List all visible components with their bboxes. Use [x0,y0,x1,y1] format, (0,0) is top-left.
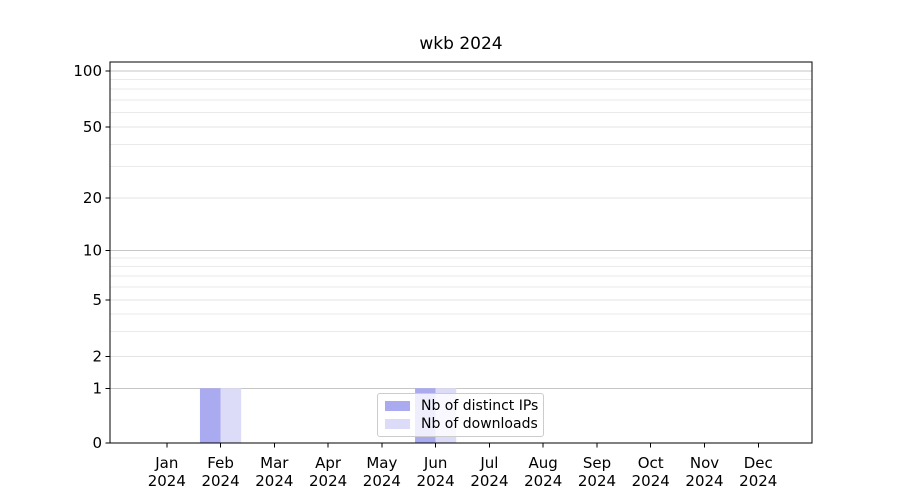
legend-item-downloads: Nb of downloads [385,417,543,431]
x-tick-label-month: May [366,454,397,472]
y-tick-label: 2 [92,348,102,366]
legend-swatch-downloads [385,419,410,430]
x-tick-label-year: 2024 [578,472,616,490]
x-tick-label-year: 2024 [201,472,239,490]
bar-Feb [220,388,242,443]
plot-spines [109,61,813,444]
x-tick-label-month: Apr [315,454,342,472]
y-tick-label: 50 [83,118,102,136]
x-tick-label-year: 2024 [524,472,562,490]
x-tick-label-month: Mar [260,454,289,472]
x-tick-label-month: Jan [154,454,178,472]
x-tick-label-month: Oct [638,454,664,472]
x-tick-label-month: Jun [423,454,447,472]
legend-item-distinct-ips: Nb of distinct IPs [385,399,543,413]
x-tick-label-year: 2024 [739,472,777,490]
y-tick-label: 5 [92,291,102,309]
x-tick-label-month: Feb [207,454,234,472]
y-tick-label: 0 [92,434,102,452]
x-tick-label-month: Aug [529,454,558,472]
legend-label-downloads: Nb of downloads [421,416,538,433]
x-tick-label-month: Nov [690,454,719,472]
y-tick-label: 100 [73,62,102,80]
x-tick-label-month: Dec [744,454,773,472]
x-tick-label-year: 2024 [255,472,293,490]
x-tick-label-year: 2024 [309,472,347,490]
x-tick-label-month: Jul [479,454,498,472]
y-tick-label: 10 [83,242,102,260]
legend-label-distinct-ips: Nb of distinct IPs [421,397,539,414]
x-tick-label-year: 2024 [685,472,723,490]
x-tick-label-month: Sep [583,454,611,472]
y-tick-label: 1 [92,380,102,398]
x-tick-label-year: 2024 [470,472,508,490]
legend: Nb of distinct IPs Nb of downloads [377,393,544,437]
y-tick-label: 20 [83,189,102,207]
bar-Feb [199,388,221,443]
x-tick-label-year: 2024 [417,472,455,490]
x-tick-label-year: 2024 [148,472,186,490]
x-tick-label-year: 2024 [632,472,670,490]
x-tick-label-year: 2024 [363,472,401,490]
chart-title: wkb 2024 [419,34,503,54]
legend-swatch-distinct-ips [385,400,410,411]
